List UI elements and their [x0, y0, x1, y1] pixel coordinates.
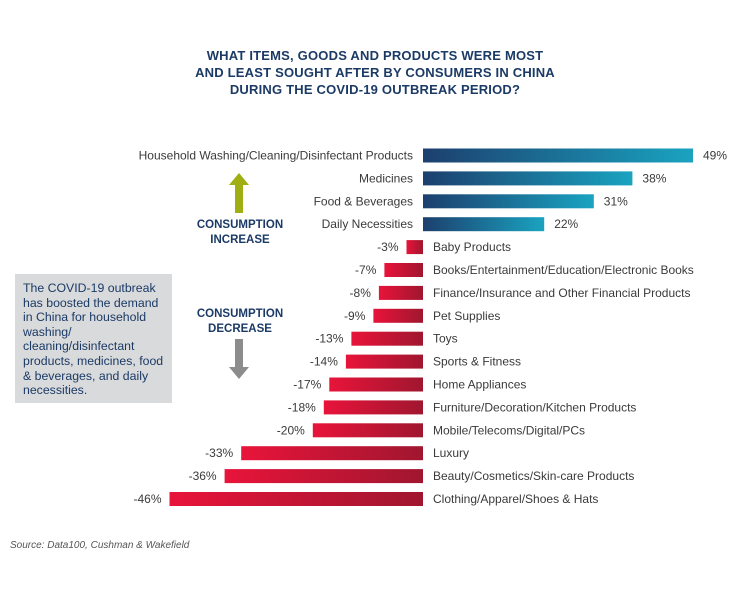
- category-label: Beauty/Cosmetics/Skin-care Products: [433, 469, 634, 483]
- bar: [378, 285, 423, 300]
- bar: [241, 446, 423, 461]
- chart-title-line: WHAT ITEMS, GOODS AND PRODUCTS WERE MOST: [206, 48, 544, 63]
- value-label: -36%: [189, 469, 217, 483]
- category-label: Luxury: [433, 446, 469, 460]
- source-note: Source: Data100, Cushman & Wakefield: [10, 540, 190, 551]
- bar: [406, 240, 423, 255]
- bar: [224, 469, 423, 484]
- category-label: Sports & Fitness: [433, 355, 521, 369]
- category-label: Medicines: [359, 171, 413, 185]
- bar: [329, 377, 423, 392]
- consumption-increase-label: CONSUMPTION INCREASE: [185, 218, 295, 248]
- value-label: -14%: [310, 355, 338, 369]
- note-box: The COVID-19 outbreak has boosted the de…: [15, 274, 172, 403]
- down-arrow-icon: [229, 339, 249, 379]
- bar: [169, 492, 423, 506]
- category-label: Furniture/Decoration/Kitchen Products: [433, 400, 636, 414]
- category-label: Daily Necessities: [322, 217, 413, 231]
- category-label: Mobile/Telecoms/Digital/PCs: [433, 423, 585, 437]
- value-label: -7%: [355, 263, 377, 277]
- value-label: -9%: [344, 309, 366, 323]
- decrease-label-line: DECREASE: [208, 323, 272, 335]
- bar: [384, 263, 423, 277]
- value-label: -3%: [377, 240, 399, 254]
- consumption-decrease-label: CONSUMPTION DECREASE: [185, 307, 295, 337]
- category-label: Household Washing/Cleaning/Disinfectant …: [139, 149, 413, 163]
- value-label: 31%: [604, 194, 628, 208]
- value-label: -33%: [205, 446, 233, 460]
- bar: [423, 171, 633, 186]
- bar: [423, 148, 693, 163]
- up-arrow-icon: [229, 173, 249, 213]
- value-label: -20%: [277, 423, 305, 437]
- value-label: -46%: [133, 492, 161, 506]
- value-label: -13%: [315, 332, 343, 346]
- category-label: Finance/Insurance and Other Financial Pr…: [433, 286, 690, 300]
- increase-label-line: CONSUMPTION: [196, 219, 284, 231]
- bar: [312, 423, 423, 438]
- category-label: Toys: [433, 332, 458, 346]
- decrease-label-line: CONSUMPTION: [196, 308, 284, 320]
- value-label: 22%: [554, 217, 578, 231]
- category-label: Baby Products: [433, 240, 511, 254]
- bar: [323, 400, 423, 415]
- value-label: 38%: [642, 171, 666, 185]
- category-label: Food & Beverages: [314, 194, 413, 208]
- bar: [373, 308, 423, 323]
- chart-title: WHAT ITEMS, GOODS AND PRODUCTS WERE MOST…: [0, 47, 750, 98]
- chart-title-line: AND LEAST SOUGHT AFTER BY CONSUMERS IN C…: [195, 65, 555, 80]
- category-label: Home Appliances: [433, 378, 526, 392]
- bar: [345, 354, 423, 369]
- bar: [351, 331, 423, 346]
- category-label: Clothing/Apparel/Shoes & Hats: [433, 492, 598, 506]
- value-label: -17%: [293, 378, 321, 392]
- value-label: -8%: [350, 286, 372, 300]
- value-label: 49%: [703, 149, 727, 163]
- chart-title-line: DURING THE COVID-19 OUTBREAK PERIOD?: [229, 82, 521, 97]
- category-label: Books/Entertainment/Education/Electronic…: [433, 263, 694, 277]
- bar: [423, 217, 545, 232]
- category-label: Pet Supplies: [433, 309, 500, 323]
- bar: [423, 194, 594, 209]
- increase-label-line: INCREASE: [210, 234, 270, 246]
- value-label: -18%: [288, 400, 316, 414]
